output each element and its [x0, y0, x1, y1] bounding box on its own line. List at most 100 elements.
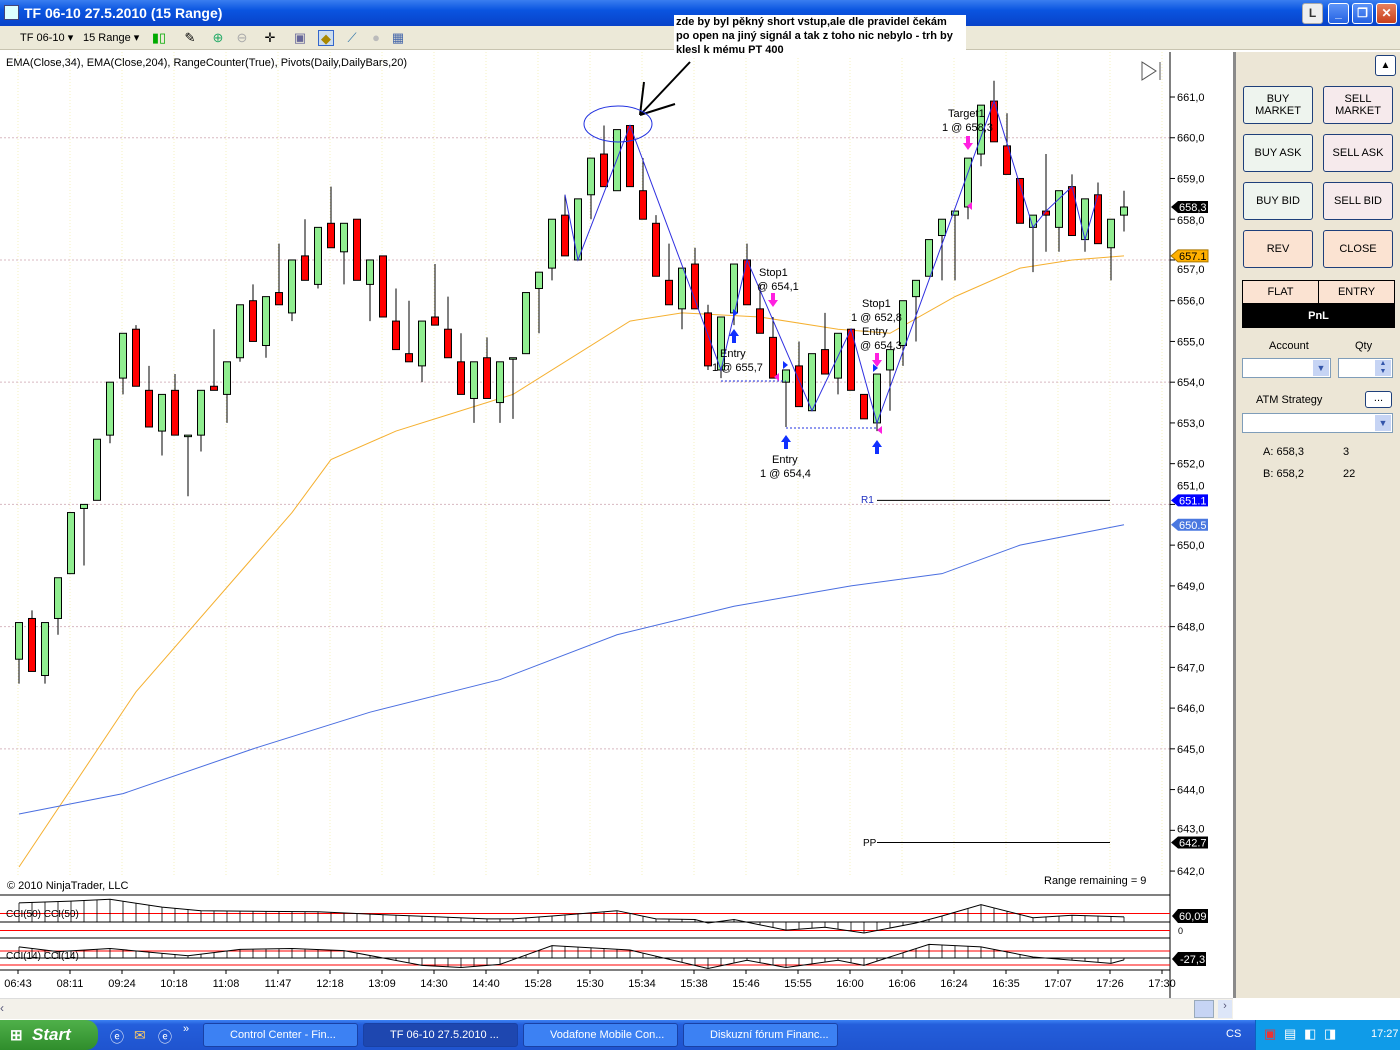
strategies-icon[interactable]: ◆ — [318, 30, 334, 46]
close-position-button[interactable]: CLOSE — [1323, 230, 1393, 268]
account-label: Account — [1269, 340, 1309, 352]
task-control-center[interactable]: Control Center - Fin... — [203, 1023, 358, 1047]
candle-up — [1107, 218, 1115, 249]
price-tick-label: 657,0 — [1177, 264, 1205, 276]
trade-label: Entry — [772, 454, 798, 466]
trade-label: Entry — [720, 348, 746, 360]
chevron-down-icon: ▼ — [1313, 360, 1329, 376]
tray-network-icon[interactable]: ▤ — [1284, 1026, 1297, 1041]
stepper-arrows-icon[interactable]: ▲ ▼ — [1375, 360, 1391, 376]
atm-strategy-dropdown[interactable]: ▼ — [1242, 413, 1393, 433]
candle-up — [67, 512, 75, 575]
start-button[interactable]: ⊞ Start — [0, 1020, 98, 1050]
candle-down — [171, 389, 179, 436]
quick-launch-more-icon[interactable]: » — [183, 1023, 190, 1035]
price-tick-label: 651,0 — [1177, 480, 1205, 492]
sell-market-button[interactable]: SELL MARKET — [1323, 86, 1393, 124]
candle-up — [366, 259, 374, 285]
candle-up — [678, 267, 686, 310]
candle-down — [561, 214, 569, 257]
scroll-left-arrow[interactable]: ‹ — [0, 1001, 4, 1015]
price-tag-label: 650.5 — [1179, 520, 1207, 532]
candle-down — [301, 255, 309, 281]
task-chart[interactable]: TF 06-10 27.5.2010 ... — [363, 1023, 518, 1047]
link-button[interactable]: L — [1302, 3, 1323, 24]
pencil-draw-icon[interactable]: ✎ — [184, 30, 196, 45]
buy-market-button[interactable]: BUY MARKET — [1243, 86, 1313, 124]
candle-down — [691, 263, 699, 310]
candle-down — [769, 336, 777, 379]
candlestick-style-icon[interactable]: ▮▯ — [151, 30, 167, 45]
indicators-icon[interactable]: ⟋ — [347, 30, 357, 45]
instrument-dropdown[interactable]: TF 06-10 ▾ — [20, 32, 74, 44]
restore-button[interactable]: ❐ — [1352, 3, 1373, 24]
tray-device-icon[interactable]: ◨ — [1324, 1026, 1337, 1041]
minimize-button[interactable]: _ — [1328, 3, 1349, 24]
time-label: 17:07 — [1044, 978, 1072, 990]
candle-down — [392, 320, 400, 351]
time-label: 15:55 — [784, 978, 812, 990]
disabled-icon[interactable]: ● — [372, 30, 380, 45]
instrument-label: TF 06-10 — [20, 32, 65, 44]
price-tick-label: 655,0 — [1177, 336, 1205, 348]
language-indicator[interactable]: CS — [1226, 1028, 1242, 1040]
crosshair-icon[interactable]: ✛ — [264, 30, 276, 45]
account-dropdown[interactable]: ▼ — [1242, 358, 1331, 378]
candle-up — [93, 438, 101, 501]
sell-arrow-icon — [768, 293, 778, 307]
quick-launch-mail-icon[interactable]: ✉ — [134, 1027, 146, 1043]
reverse-button[interactable]: REV — [1243, 230, 1313, 268]
zoom-out-icon[interactable]: ⊖ — [236, 30, 248, 45]
candle-down — [626, 125, 634, 188]
candle-down — [639, 190, 647, 220]
time-label: 13:09 — [368, 978, 396, 990]
candles — [15, 80, 1128, 684]
cci14-value-tag: -27,3 — [1172, 952, 1206, 966]
entry-marker-icon — [783, 361, 788, 369]
task-vodafone[interactable]: Vodafone Mobile Con... — [523, 1023, 678, 1047]
horizontal-scrollbar[interactable]: ‹ › — [0, 998, 1233, 1019]
sell-ask-button[interactable]: SELL ASK — [1323, 134, 1393, 172]
price-chart[interactable]: EMA(Close,34), EMA(Close,204), RangeCoun… — [0, 52, 1233, 998]
collapse-panel-button[interactable]: ▲ — [1375, 55, 1396, 76]
time-axis: 06:43 08:11 09:24 10:18 11:08 11:47 12:18 13:09… — [4, 970, 1176, 990]
entry-status: ENTRY — [1337, 286, 1376, 298]
candle-down — [600, 153, 608, 188]
tray-antivirus-icon[interactable]: ▣ — [1264, 1026, 1277, 1041]
trade-label: 1 @ 658,3 — [942, 122, 993, 134]
candle-up — [223, 361, 231, 395]
data-box-icon[interactable]: ▦ — [391, 30, 405, 45]
buy-ask-button[interactable]: BUY ASK — [1243, 134, 1313, 172]
tray-volume-icon[interactable]: ◧ — [1304, 1026, 1317, 1041]
price-tag — [1171, 494, 1208, 507]
candle-up — [15, 622, 23, 660]
properties-icon[interactable]: ▣ — [293, 30, 307, 45]
position-status: FLAT ENTRY — [1242, 280, 1395, 304]
sell-bid-button[interactable]: SELL BID — [1323, 182, 1393, 220]
period-dropdown[interactable]: 15 Range ▾ — [83, 32, 140, 44]
candle-up — [1081, 198, 1089, 241]
chart-app-icon — [4, 5, 19, 20]
time-label: 16:06 — [888, 978, 916, 990]
close-button[interactable]: ✕ — [1376, 3, 1397, 24]
time-label: 17:26 — [1096, 978, 1124, 990]
indicator-legend: EMA(Close,34), EMA(Close,204), RangeCoun… — [6, 57, 407, 69]
zoom-in-icon[interactable]: ⊕ — [212, 30, 224, 45]
candle-down — [1016, 177, 1024, 224]
scroll-right-arrow[interactable]: › — [1218, 1000, 1232, 1018]
candle-up — [236, 304, 244, 359]
buy-bid-button[interactable]: BUY BID — [1243, 182, 1313, 220]
qty-stepper[interactable]: ▲ ▼ — [1338, 358, 1393, 378]
quick-launch-ie-icon[interactable]: ⓔ — [110, 1029, 124, 1045]
chevron-down-icon: ▼ — [1375, 415, 1391, 431]
task-forum-browser[interactable]: Diskuzní fórum Financ... — [683, 1023, 838, 1047]
candle-down — [665, 279, 673, 306]
price-tick-label: 647,0 — [1177, 662, 1205, 674]
atm-strategy-button[interactable]: ... — [1365, 391, 1392, 408]
scroll-to-end-icon[interactable] — [1141, 61, 1161, 81]
candle-up — [496, 361, 504, 404]
scroll-thumb[interactable] — [1194, 1000, 1214, 1018]
cci50-line — [18, 898, 1125, 934]
quick-launch-browser-icon[interactable]: ⓔ — [158, 1029, 172, 1045]
trade-label: Stop1 — [759, 267, 788, 279]
